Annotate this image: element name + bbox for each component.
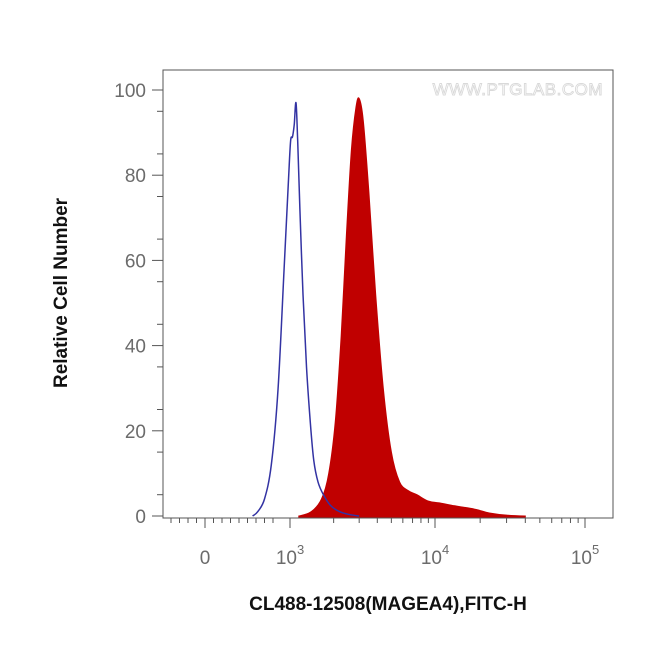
plot-frame [162,69,614,519]
y-tick-label: 60 [125,251,146,272]
plot-area [252,97,526,519]
x-tick-label: 0 [200,548,211,569]
x-axis-title: CL488-12508(MAGEA4),FITC-H [249,594,527,615]
x-tick-label: 105 [571,542,599,569]
control-histogram-line [252,101,360,517]
y-axis-title: Relative Cell Number [51,197,72,388]
y-tick-label: 100 [114,81,146,102]
x-tick-label: 104 [421,542,449,569]
y-tick-label: 80 [125,166,146,187]
y-tick-label: 20 [125,422,146,443]
y-tick-label: 40 [125,337,146,358]
sample-histogram-area [298,97,526,519]
x-tick-exponent: 4 [442,542,449,557]
y-tick-label: 0 [135,507,146,528]
x-tick-label: 103 [276,542,304,569]
x-tick-exponent: 3 [297,542,304,557]
watermark-text: WWW.PTGLAB.COM [433,80,603,99]
x-tick-exponent: 5 [592,542,599,557]
